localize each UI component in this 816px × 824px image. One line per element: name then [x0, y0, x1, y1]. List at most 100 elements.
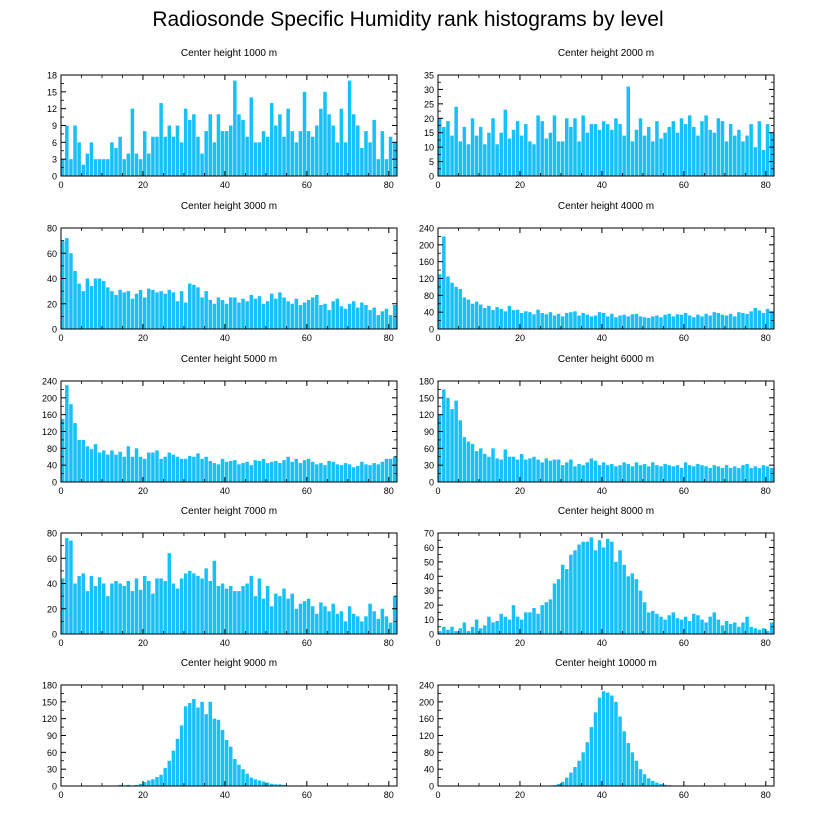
histogram-bar [253, 298, 258, 329]
histogram-bar [683, 462, 688, 482]
histogram-bar [110, 583, 114, 634]
histogram-bar [606, 316, 610, 330]
histogram-bar [593, 124, 598, 176]
histogram-bar [524, 612, 528, 634]
histogram-bar [327, 460, 331, 482]
histogram-bar [347, 464, 352, 482]
histogram-bar [593, 460, 598, 482]
x-tick-label: 40 [597, 180, 607, 190]
histogram-bar [286, 108, 290, 176]
histogram-bar [675, 465, 680, 482]
histogram-bar [142, 297, 147, 329]
histogram-bar [241, 298, 245, 329]
histogram-bar [310, 297, 315, 329]
histogram-bar [737, 626, 741, 634]
histogram-bar [163, 580, 167, 634]
histogram-bar [69, 253, 73, 329]
x-tick-label: 0 [58, 790, 63, 800]
histogram-bar [511, 129, 516, 176]
histogram-bar [310, 606, 315, 634]
histogram-bar [237, 114, 241, 176]
histogram-bar [438, 631, 442, 634]
histogram-bar [712, 612, 717, 634]
histogram-bar [741, 141, 745, 176]
histogram-bar [446, 397, 450, 482]
x-tick-label: 60 [679, 638, 689, 648]
histogram-bar [241, 119, 245, 176]
histogram-bar [540, 121, 544, 176]
panel-title: Center height 5000 m [181, 354, 277, 365]
histogram-bar [585, 742, 590, 786]
histogram-bar [188, 702, 192, 786]
histogram-bar [388, 136, 393, 176]
histogram-bar [495, 307, 499, 329]
histogram-bar [458, 141, 462, 176]
histogram-bar [306, 458, 311, 482]
histogram-bar [212, 560, 217, 634]
histogram-bar [323, 303, 327, 329]
histogram-bar [147, 780, 151, 786]
histogram-bar [114, 454, 118, 482]
y-tick-label: 240 [419, 224, 434, 234]
histogram-bar [73, 270, 77, 329]
x-tick-label: 0 [58, 333, 63, 343]
histogram-bar [192, 699, 196, 786]
histogram-bar [220, 458, 225, 482]
histogram-bar [130, 298, 135, 329]
histogram-bar [720, 467, 725, 482]
x-tick-label: 80 [761, 638, 771, 648]
y-tick-label: 240 [42, 377, 57, 387]
panel-title: Center height 2000 m [558, 48, 654, 59]
histogram-bar [585, 132, 590, 176]
histogram-bar [720, 314, 725, 329]
histogram-bar [671, 466, 676, 482]
histogram-bar [765, 308, 770, 329]
histogram-bar [155, 136, 159, 176]
x-tick-label: 60 [302, 790, 312, 800]
histogram-bar [265, 586, 270, 634]
histogram-bar [642, 774, 647, 786]
histogram-bar [610, 541, 614, 634]
histogram-bar [114, 294, 118, 329]
histogram-bar [700, 465, 704, 482]
histogram-bar [528, 141, 532, 176]
y-tick-label: 0 [429, 478, 434, 488]
histogram-bar [585, 314, 590, 329]
histogram-bar [724, 141, 729, 176]
histogram-bar [470, 443, 475, 482]
histogram-bar [454, 400, 458, 482]
histogram-bar [200, 297, 204, 329]
histogram-bar [499, 132, 503, 176]
histogram-bar [646, 126, 651, 176]
y-tick-label: 0 [429, 782, 434, 792]
histogram-bar [565, 462, 569, 482]
histogram-bar [511, 310, 516, 329]
histogram-bar [655, 782, 659, 786]
histogram-bar [200, 578, 204, 634]
histogram-bar [192, 114, 196, 176]
histogram-bar [642, 602, 647, 634]
histogram-bar [261, 781, 266, 786]
histogram-bar [458, 420, 462, 482]
histogram-bar [294, 458, 299, 482]
histogram-bar [278, 114, 282, 176]
histogram-bar [532, 608, 536, 634]
histogram-bar [327, 611, 331, 634]
panel-title: Center height 1000 m [181, 48, 277, 59]
histogram-bar [696, 135, 700, 176]
x-tick-label: 40 [220, 180, 230, 190]
histogram-bar [274, 460, 278, 482]
histogram-bar [138, 159, 143, 176]
histogram-panel: Center height 8000 m 0 10 20 30 40 50 60 70 0 20 40… [424, 506, 775, 648]
histogram-bar [347, 606, 352, 634]
histogram-bar [503, 109, 508, 176]
x-tick-label: 80 [384, 638, 394, 648]
histogram-bar [122, 159, 126, 176]
y-tick-label: 150 [419, 393, 434, 403]
x-tick-label: 40 [220, 790, 230, 800]
histogram-bar [302, 601, 307, 634]
histogram-bar [134, 578, 139, 634]
x-tick-label: 80 [384, 790, 394, 800]
histogram-bar [339, 306, 344, 329]
